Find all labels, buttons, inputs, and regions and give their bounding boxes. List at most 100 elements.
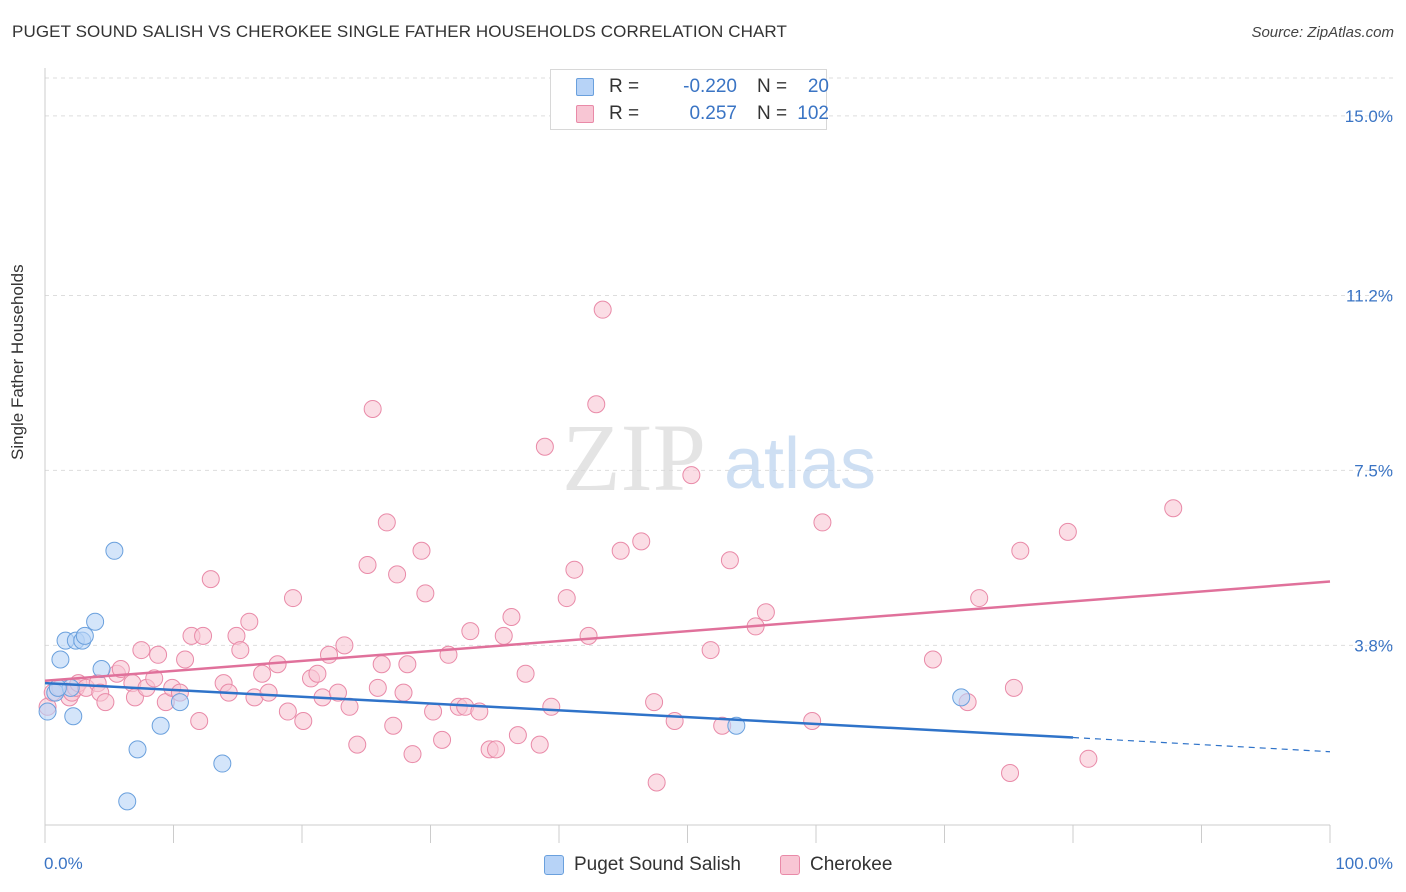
cherokee-point [632, 532, 651, 551]
watermark-zip: ZIP [562, 404, 706, 511]
cherokee-point [111, 659, 130, 678]
cherokee-point [542, 697, 561, 716]
cherokee-point [565, 560, 584, 579]
cherokee-point [487, 740, 506, 759]
cherokee-point [424, 702, 443, 721]
cherokee-point [1011, 541, 1030, 560]
puget-sound-salish-point [51, 650, 70, 669]
cherokee-point [682, 466, 701, 485]
chart-title: PUGET SOUND SALISH VS CHEROKEE SINGLE FA… [12, 22, 787, 41]
cherokee-point [970, 589, 989, 608]
puget-sound-salish-point [64, 707, 83, 726]
cherokee-point [377, 513, 396, 532]
y-tick-label: 3.8% [1354, 636, 1393, 655]
cherokee-point [259, 683, 278, 702]
trend-lines [44, 580, 1331, 753]
puget-sound-salish-point [105, 541, 124, 560]
cherokee-point [1079, 749, 1098, 768]
legend-r-label: R = [609, 103, 640, 124]
legend-swatch-pink [780, 855, 800, 875]
cherokee-point [803, 711, 822, 730]
x-tick-label: 0.0% [44, 854, 83, 873]
legend-item-puget: Puget Sound Salish [544, 852, 741, 878]
cherokee-point [394, 683, 413, 702]
legend-r-label: R = [609, 76, 640, 97]
cherokee-point [416, 584, 435, 603]
cherokee-point [190, 711, 209, 730]
cherokee-point [284, 589, 303, 608]
cherokee-points [38, 300, 1183, 792]
cherokee-point [494, 626, 513, 645]
cherokee-point [579, 626, 598, 645]
legend-n-label: N = [757, 76, 788, 97]
legend-n-value: 102 [797, 103, 829, 124]
puget-sound-salish-points [38, 541, 971, 811]
cherokee-point [372, 655, 391, 674]
y-axis-label: Single Father Households [8, 264, 27, 460]
legend-label-puget: Puget Sound Salish [574, 854, 741, 875]
legend-item-cherokee: Cherokee [780, 852, 892, 878]
cherokee-point [388, 565, 407, 584]
cherokee-point [1058, 522, 1077, 541]
cherokee-point [335, 636, 354, 655]
cherokee-point [535, 437, 554, 456]
y-tick-label: 7.5% [1354, 461, 1393, 480]
legend-swatch-blue [576, 78, 594, 96]
source-label: Source: ZipAtlas.com [1251, 24, 1394, 41]
cherokee-point [923, 650, 942, 669]
cherokee-trend-line [44, 580, 1331, 683]
axes [44, 68, 1331, 843]
legend-swatch-pink [576, 105, 594, 123]
cherokee-point [194, 626, 213, 645]
cherokee-point [319, 645, 338, 664]
puget-sound-salish-point [151, 716, 170, 735]
puget-sound-salish-point [48, 678, 67, 697]
cherokee-point [96, 693, 115, 712]
cherokee-point [384, 716, 403, 735]
cherokee-point [433, 730, 452, 749]
puget-sound-salish-point [213, 754, 232, 773]
cherokee-point [240, 612, 259, 631]
puget-sound-salish-point [118, 792, 137, 811]
cherokee-point [461, 622, 480, 641]
correlation-legend: R = -0.220 N = 20 R = 0.257 N = 102 [550, 69, 829, 130]
y-tick-label: 15.0% [1345, 107, 1393, 126]
series-legend: Puget Sound Salish Cherokee [0, 852, 1406, 878]
puget-sound-salish-point [38, 702, 57, 721]
cherokee-point [557, 589, 576, 608]
legend-n-label: N = [757, 103, 788, 124]
cherokee-point [231, 641, 250, 660]
legend-r-value: -0.220 [683, 76, 737, 97]
legend-swatch-blue [544, 855, 564, 875]
cherokee-point [813, 513, 832, 532]
puget-sound-salish-point [727, 716, 746, 735]
cherokee-point [516, 664, 535, 683]
cherokee-point [328, 683, 347, 702]
cherokee-point [348, 735, 367, 754]
tick-labels: 3.8% 7.5% 11.2% 15.0% 0.0% 100.0% [44, 107, 1393, 873]
cherokee-point [508, 726, 527, 745]
legend-label-cherokee: Cherokee [810, 854, 893, 875]
cherokee-point [294, 711, 313, 730]
cherokee-point [145, 669, 164, 688]
cherokee-point [1164, 499, 1183, 518]
cherokee-point [358, 555, 377, 574]
cherokee-point [201, 570, 220, 589]
grid-lines [45, 77, 1395, 646]
cherokee-point [278, 702, 297, 721]
cherokee-point [1001, 763, 1020, 782]
puget-sound-salish-point [75, 626, 94, 645]
cherokee-point [368, 678, 387, 697]
cherokee-point [1004, 678, 1023, 697]
cherokee-point [502, 607, 521, 626]
cherokee-point [176, 650, 195, 669]
cherokee-point [647, 773, 666, 792]
cherokee-point [412, 541, 431, 560]
puget-sound-salish-point [170, 693, 189, 712]
puget-trend-extension [1072, 736, 1331, 753]
cherokee-point [645, 693, 664, 712]
watermark: ZIP atlas [562, 404, 876, 511]
puget-sound-salish-point [128, 740, 147, 759]
cherokee-point [363, 399, 382, 418]
y-tick-label: 11.2% [1346, 286, 1393, 305]
